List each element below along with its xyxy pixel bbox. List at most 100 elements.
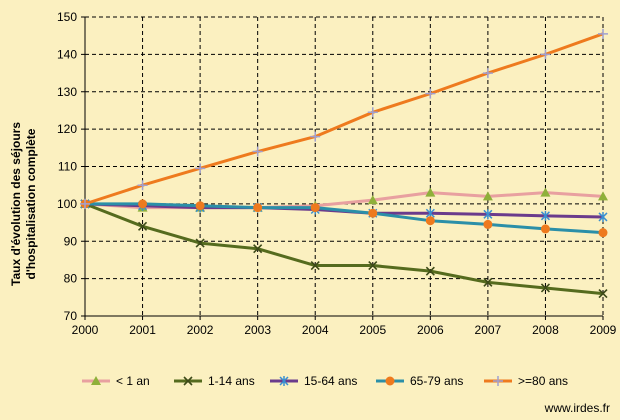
data-point [482, 191, 493, 201]
series-line [85, 202, 604, 235]
circle-marker [540, 224, 550, 234]
circle-marker [368, 208, 378, 218]
data-point [137, 221, 148, 231]
data-point [253, 203, 263, 213]
data-point [253, 244, 263, 254]
plus-marker [482, 68, 493, 79]
legend-item-1: 1-14 ans [174, 374, 255, 388]
plus-marker [80, 198, 90, 209]
star-marker [598, 211, 608, 222]
series-3 [80, 199, 608, 238]
data-point [310, 131, 321, 142]
data-point [137, 180, 148, 191]
y-tick-label: 140 [57, 47, 77, 61]
y-tick-label: 90 [64, 234, 78, 248]
series-1 [80, 199, 608, 299]
x-tick-label: 2004 [302, 323, 329, 337]
x-tick-label: 2008 [532, 323, 559, 337]
credit-text: www.irdes.fr [544, 401, 610, 415]
axis-layer: 70 80 90 100 110 120 130 140 150 2000 2001 2002 2003… [57, 10, 617, 337]
y-tick-label: 110 [58, 160, 77, 174]
legend-item-3: 65-79 ans [376, 374, 463, 388]
legend-swatch-marker [493, 376, 503, 386]
y-tick-label: 100 [57, 197, 77, 211]
x-tick-label: 2003 [244, 323, 271, 337]
x-tick-label: 2000 [72, 323, 99, 337]
legend-label: 1-14 ans [208, 374, 255, 388]
triangle-marker [91, 376, 101, 385]
legend-label: < 1 an [116, 374, 150, 388]
circle-marker [138, 199, 148, 209]
plus-marker [540, 49, 551, 60]
data-point [367, 107, 378, 118]
data-point [195, 238, 205, 248]
x-tick-label: 2001 [129, 323, 156, 337]
circle-marker [195, 201, 205, 211]
y-tick-label: 150 [57, 10, 77, 24]
x-marker [183, 376, 193, 386]
legend-label: 65-79 ans [410, 374, 463, 388]
data-point [368, 260, 378, 271]
data-point [540, 49, 551, 60]
y-tick-label: 120 [57, 122, 77, 136]
triangle-marker [367, 195, 378, 205]
data-point [540, 187, 551, 197]
data-point [598, 228, 608, 238]
triangle-marker [425, 187, 436, 197]
data-point [598, 289, 608, 299]
x-tick-label: 2002 [187, 323, 214, 337]
data-point [425, 187, 436, 197]
x-tick-label: 2007 [475, 323, 502, 337]
circle-marker [253, 203, 263, 213]
star-marker [483, 209, 493, 220]
x-marker [598, 289, 608, 299]
data-point [368, 208, 378, 218]
data-point [483, 219, 493, 229]
x-marker [310, 260, 320, 271]
series-line [84, 32, 604, 206]
data-point [425, 88, 436, 99]
plus-marker [425, 88, 436, 99]
data-point [310, 203, 320, 213]
x-marker [368, 260, 378, 271]
circle-marker [483, 219, 493, 229]
series-line [84, 202, 604, 296]
y-tick-label: 130 [57, 85, 77, 99]
triangle-marker [598, 191, 608, 201]
data-point [425, 266, 435, 276]
data-point [540, 283, 551, 293]
plus-marker [310, 131, 321, 142]
legend-label: >=80 ans [518, 374, 568, 388]
circle-marker [425, 216, 435, 226]
x-tick-label: 2009 [590, 323, 617, 337]
data-point [195, 201, 205, 211]
data-point [138, 199, 148, 209]
x-marker [253, 244, 263, 254]
data-point [252, 146, 263, 157]
grid-layer [85, 16, 604, 317]
data-point [540, 224, 550, 234]
series-0 [80, 187, 608, 212]
plus-marker [493, 376, 503, 386]
data-point [482, 68, 493, 79]
plus-marker [137, 180, 148, 191]
y-axis-label-line-2: d'hospitalisation complète [24, 128, 38, 279]
data-point [483, 277, 493, 287]
star-marker [279, 376, 289, 386]
series-4 [80, 28, 608, 209]
star-marker [540, 210, 550, 221]
data-point [598, 28, 608, 39]
y-axis-label-line-1: Taux d'évolution des séjours [9, 122, 23, 286]
data-point [483, 209, 493, 220]
x-marker [195, 238, 205, 248]
legend-item-4: >=80 ans [484, 374, 568, 388]
data-point [598, 191, 608, 201]
x-marker [483, 277, 493, 287]
series-layer [80, 28, 608, 299]
y-tick-label: 80 [64, 272, 78, 286]
circle-marker [385, 376, 395, 386]
y-tick-label: 70 [64, 309, 78, 323]
triangle-marker [540, 187, 551, 197]
data-point [367, 195, 378, 205]
